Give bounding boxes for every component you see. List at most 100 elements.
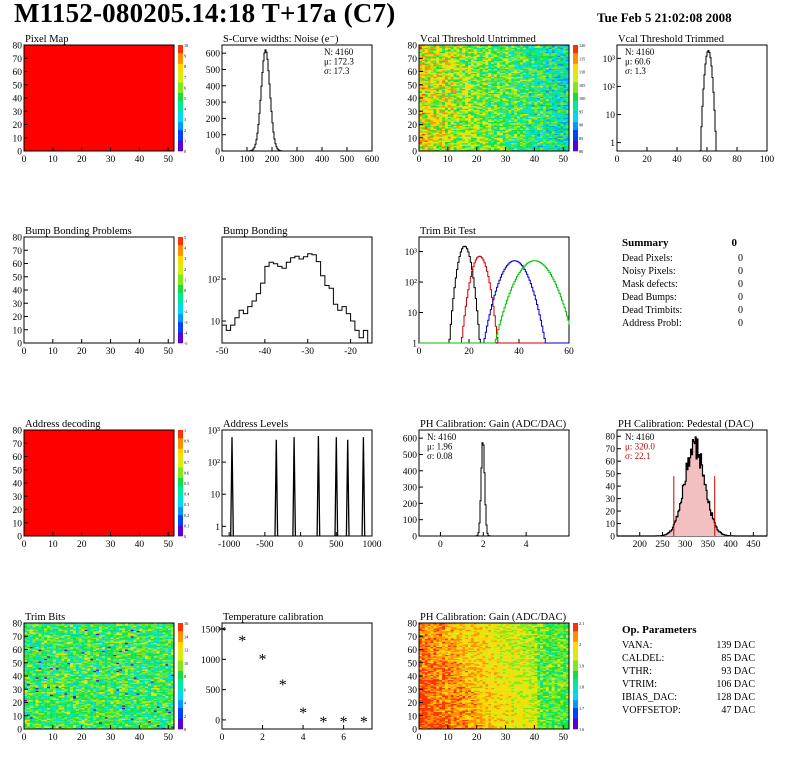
- vcal-untrimmed-cell: [560, 46, 564, 48]
- vcal-untrimmed-cell: [459, 137, 463, 140]
- address-decoding-colorbar-cell: [178, 437, 183, 441]
- vcal-untrimmed-cell: [543, 115, 547, 117]
- vcal-untrimmed-cell: [496, 137, 500, 140]
- vcal-untrimmed-cell: [548, 50, 552, 52]
- vcal-untrimmed-cell: [528, 103, 532, 105]
- vcal-untrimmed-colorbar-cell: [573, 55, 578, 59]
- vcal-untrimmed-cell: [545, 60, 549, 63]
- vcal-untrimmed-cell: [502, 137, 506, 140]
- vcal-untrimmed-cell: [499, 71, 503, 73]
- vcal-untrimmed-cell: [528, 124, 532, 126]
- vcal-untrimmed-cell: [453, 128, 457, 130]
- vcal-untrimmed-cell: [566, 105, 570, 108]
- trim-bits-cell: [29, 699, 33, 702]
- vcal-untrimmed-cell: [537, 58, 541, 60]
- address-decoding-ytick-label: 70: [13, 440, 23, 450]
- vcal-untrimmed-cell: [462, 62, 466, 64]
- vcal-untrimmed-cell: [557, 58, 561, 60]
- vcal-untrimmed-cell: [566, 79, 570, 81]
- vcal-untrimmed-cell: [421, 99, 425, 101]
- vcal-untrimmed-cell: [566, 141, 570, 144]
- vcal-untrimmed-cell: [499, 67, 503, 69]
- vcal-untrimmed-cell: [424, 99, 428, 101]
- vcal-untrimmed-cell: [421, 128, 425, 130]
- vcal-untrimmed-cell: [442, 45, 446, 47]
- vcal-untrimmed-cell: [453, 87, 457, 89]
- vcal-untrimmed-cell: [485, 87, 489, 89]
- vcal-untrimmed-cell: [494, 123, 498, 125]
- vcal-untrimmed-cell: [462, 112, 466, 115]
- vcal-untrimmed-cell: [502, 79, 506, 81]
- vcal-untrimmed-cell: [494, 55, 498, 58]
- vcal-untrimmed-cell: [522, 83, 526, 85]
- vcal-untrimmed-cell: [545, 88, 549, 91]
- vcal-untrimmed-cell: [439, 55, 443, 58]
- vcal-untrimmed-cell: [499, 96, 503, 99]
- vcal-untrimmed-cell: [548, 129, 552, 132]
- vcal-untrimmed-cell: [450, 96, 454, 99]
- vcal-untrimmed-cell: [482, 96, 486, 99]
- bump-bonding-problems-colorbar-cell: [178, 292, 183, 296]
- vcal-untrimmed-cell: [442, 128, 446, 130]
- vcal-untrimmed-cell: [543, 148, 547, 150]
- trim-bits-cell: [26, 721, 30, 723]
- vcal-untrimmed-cell: [534, 96, 538, 99]
- vcal-untrimmed-cell: [525, 112, 529, 115]
- trim-bits-cell: [26, 699, 30, 702]
- vcal-untrimmed-cell: [479, 132, 483, 134]
- vcal-untrimmed-cell: [473, 137, 477, 140]
- vcal-untrimmed-cell: [531, 83, 535, 85]
- vcal-untrimmed-cell: [459, 84, 463, 87]
- vcal-untrimmed-cell: [525, 145, 529, 148]
- vcal-untrimmed-cell: [563, 67, 567, 69]
- trim-bits-cell: [32, 698, 36, 700]
- vcal-untrimmed-cell: [551, 136, 555, 138]
- vcal-untrimmed-cell: [476, 58, 480, 60]
- trim-bits-cell: [29, 725, 33, 727]
- vcal-untrimmed-ytick-label: 70: [408, 55, 418, 65]
- vcal-untrimmed-cell: [519, 82, 523, 84]
- trim-bits-cell: [26, 709, 30, 711]
- vcal-untrimmed-cell: [519, 78, 523, 80]
- vcal-untrimmed-cell: [496, 125, 500, 128]
- vcal-untrimmed-cell: [540, 68, 544, 71]
- vcal-untrimmed-cell: [476, 105, 480, 108]
- trim-bits-cell: [24, 673, 28, 675]
- vcal-untrimmed-cell: [554, 148, 558, 150]
- vcal-untrimmed-cell: [543, 68, 547, 71]
- scurve-widths-ytick-label: 200: [206, 115, 221, 125]
- vcal-untrimmed-cell: [508, 62, 512, 64]
- vcal-untrimmed-cell: [470, 79, 474, 81]
- vcal-untrimmed-cell: [473, 70, 477, 72]
- vcal-untrimmed-cell: [427, 140, 431, 142]
- vcal-untrimmed-cell: [476, 124, 480, 126]
- vcal-untrimmed-cell: [427, 95, 431, 97]
- vcal-untrimmed-cell: [479, 137, 483, 140]
- vcal-untrimmed-cell: [424, 121, 428, 124]
- vcal-untrimmed-cell: [505, 76, 509, 79]
- vcal-untrimmed-cell: [427, 121, 431, 124]
- vcal-untrimmed-cell: [511, 78, 515, 80]
- vcal-untrimmed-cell: [566, 62, 570, 64]
- vcal-untrimmed-cell: [525, 127, 529, 129]
- vcal-untrimmed-cell: [522, 90, 526, 92]
- vcal-untrimmed-cell: [430, 112, 434, 115]
- vcal-untrimmed-cell: [444, 104, 448, 107]
- vcal-untrimmed-cell: [450, 51, 454, 54]
- trim-bits-cell: [26, 726, 30, 728]
- vcal-untrimmed-cell: [491, 100, 495, 103]
- vcal-untrimmed-cell: [442, 58, 446, 60]
- vcal-untrimmed-cell: [470, 104, 474, 107]
- vcal-untrimmed-cell: [560, 48, 564, 51]
- vcal-untrimmed-cell: [459, 140, 463, 142]
- vcal-untrimmed-cell: [479, 113, 483, 116]
- vcal-untrimmed-cell: [424, 80, 428, 83]
- vcal-untrimmed-cell: [473, 123, 477, 125]
- vcal-untrimmed-cell: [453, 117, 457, 120]
- vcal-untrimmed-cell: [557, 68, 561, 71]
- vcal-untrimmed-cell: [456, 62, 460, 64]
- vcal-untrimmed-cell: [563, 54, 567, 56]
- vcal-untrimmed-cell: [465, 103, 469, 105]
- vcal-untrimmed-cell: [439, 99, 443, 101]
- vcal-untrimmed-cell: [525, 132, 529, 134]
